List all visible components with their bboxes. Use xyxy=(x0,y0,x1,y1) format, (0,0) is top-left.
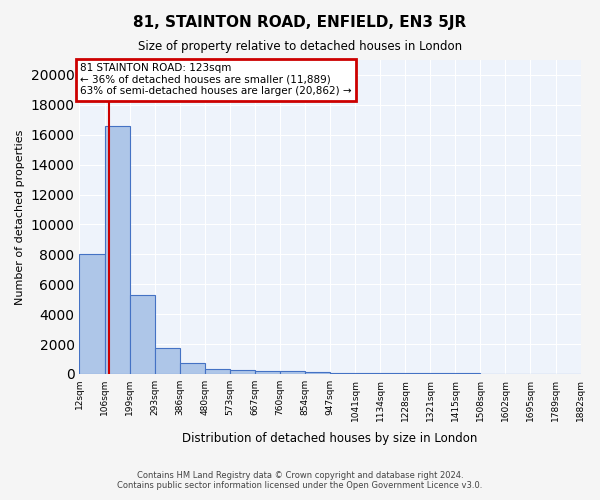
Bar xyxy=(205,368,230,374)
Bar xyxy=(280,371,305,374)
Bar xyxy=(104,126,130,374)
Text: 81, STAINTON ROAD, ENFIELD, EN3 5JR: 81, STAINTON ROAD, ENFIELD, EN3 5JR xyxy=(133,15,467,30)
Bar xyxy=(255,371,280,374)
Bar xyxy=(380,373,405,374)
X-axis label: Distribution of detached houses by size in London: Distribution of detached houses by size … xyxy=(182,432,478,445)
Bar xyxy=(355,373,380,374)
Y-axis label: Number of detached properties: Number of detached properties xyxy=(15,130,25,304)
Bar xyxy=(130,294,155,374)
Bar xyxy=(179,364,205,374)
Bar xyxy=(79,254,104,374)
Text: Contains HM Land Registry data © Crown copyright and database right 2024.
Contai: Contains HM Land Registry data © Crown c… xyxy=(118,470,482,490)
Bar xyxy=(155,348,179,374)
Bar xyxy=(330,372,355,374)
Text: 81 STAINTON ROAD: 123sqm
← 36% of detached houses are smaller (11,889)
63% of se: 81 STAINTON ROAD: 123sqm ← 36% of detach… xyxy=(80,63,352,96)
Text: Size of property relative to detached houses in London: Size of property relative to detached ho… xyxy=(138,40,462,53)
Bar xyxy=(230,370,255,374)
Bar xyxy=(305,372,330,374)
